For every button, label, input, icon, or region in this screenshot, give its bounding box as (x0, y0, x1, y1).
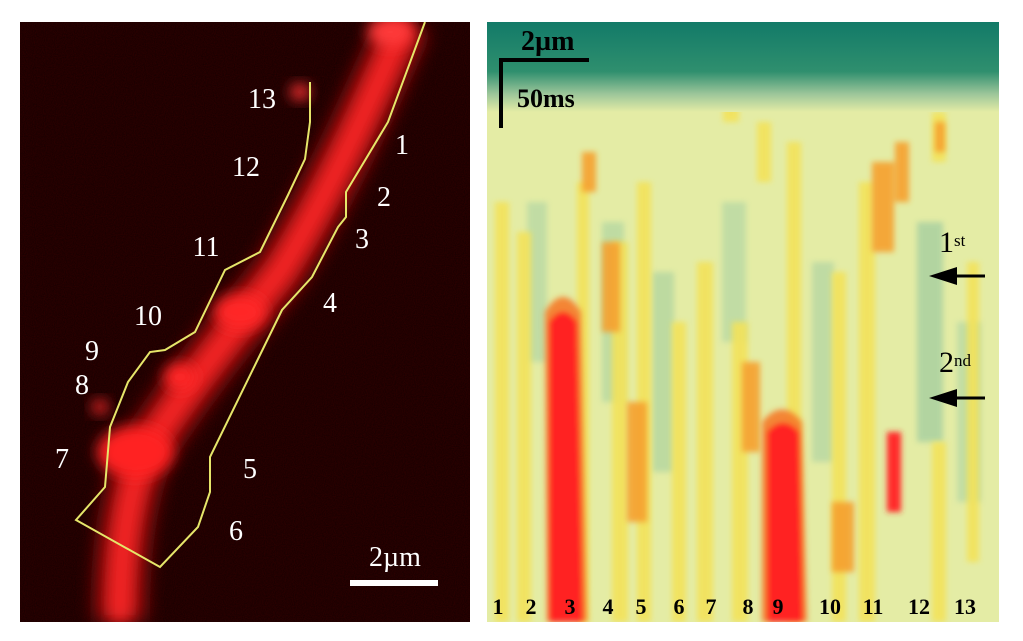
distance-scale-label: 2µm (521, 26, 575, 57)
stimulus-1-suffix: st (954, 231, 966, 250)
roi-label-b-9: 9 (772, 594, 784, 619)
stimulus-2-number: 2 (939, 346, 954, 379)
roi-label-b-3: 3 (564, 594, 576, 619)
roi-label-a-5: 5 (243, 454, 257, 485)
roi-label-b-2: 2 (525, 594, 537, 619)
kymograph-heatmap (487, 22, 999, 622)
roi-label-b-12: 12 (908, 594, 930, 619)
roi-label-a-9: 9 (85, 336, 99, 367)
roi-label-b-13: 13 (954, 594, 976, 619)
roi-outline (74, 22, 426, 569)
roi-label-b-10: 10 (819, 594, 841, 619)
scale-bar-label: 2µm (369, 542, 421, 573)
dendrite-image (20, 22, 470, 622)
roi-label-b-6: 6 (673, 594, 685, 619)
stimulus-1-number: 1 (939, 226, 954, 259)
roi-label-b-11: 11 (862, 594, 884, 619)
roi-label-a-11: 11 (192, 232, 220, 263)
roi-label-b-1: 1 (492, 594, 504, 619)
roi-label-b-5: 5 (635, 594, 647, 619)
roi-label-a-3: 3 (355, 224, 369, 255)
roi-label-a-12: 12 (232, 152, 260, 183)
fluorescence-image-panel: 1 2 3 4 5 6 7 8 9 10 11 12 13 2µm (20, 22, 470, 622)
roi-label-b-8: 8 (742, 594, 754, 619)
roi-label-a-10: 10 (134, 301, 162, 332)
scale-bar (350, 580, 438, 586)
roi-label-b-7: 7 (705, 594, 717, 619)
stimulus-2-suffix: nd (954, 351, 971, 370)
roi-label-a-1: 1 (395, 130, 409, 161)
roi-label-a-2: 2 (377, 182, 391, 213)
stimulus-label-1st: 1st (939, 228, 965, 258)
roi-label-a-6: 6 (229, 516, 243, 547)
stimulus-label-2nd: 2nd (939, 348, 971, 378)
roi-label-a-7: 7 (55, 444, 69, 475)
distance-scale-bar (499, 58, 589, 62)
roi-label-a-8: 8 (75, 370, 89, 401)
roi-label-a-13: 13 (248, 84, 276, 115)
time-scale-label: 50ms (517, 84, 575, 113)
time-scale-bar (499, 58, 503, 128)
roi-label-a-4: 4 (323, 288, 337, 319)
kymograph-heatmap-panel: 2µm 50ms 1st 2nd 1 2 3 4 5 6 7 8 9 10 11… (487, 22, 999, 622)
roi-label-b-4: 4 (602, 594, 614, 619)
